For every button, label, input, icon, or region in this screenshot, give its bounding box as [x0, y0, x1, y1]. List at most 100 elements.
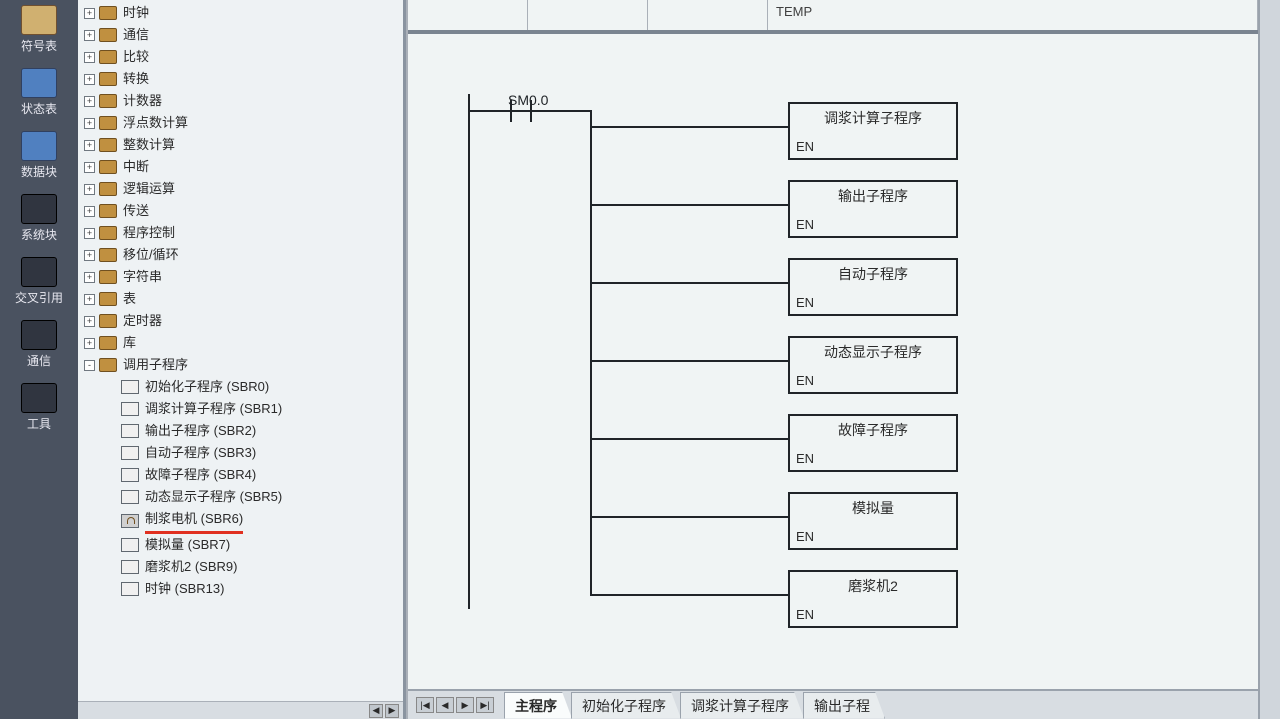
expand-icon[interactable]: +	[84, 74, 95, 85]
tree-item-1[interactable]: + 通信	[80, 24, 403, 46]
table-icon	[21, 5, 57, 35]
tab-nav-1[interactable]: ◀	[436, 697, 454, 713]
expand-icon[interactable]: +	[84, 206, 95, 217]
toolbar-btn-1[interactable]: 状态表	[9, 65, 69, 120]
toolbar-label: 状态表	[21, 100, 57, 117]
tree-label: 转换	[123, 68, 149, 90]
call-box-title: 自动子程序	[800, 264, 946, 284]
expand-icon[interactable]: +	[84, 8, 95, 19]
expand-icon[interactable]: +	[84, 184, 95, 195]
call-box-4[interactable]: 故障子程序EN	[788, 414, 958, 472]
expand-icon[interactable]: +	[84, 294, 95, 305]
tree-label: 通信	[123, 24, 149, 46]
tree-item-12[interactable]: + 字符串	[80, 266, 403, 288]
tree-item-26[interactable]: 时钟 (SBR13)	[80, 578, 403, 600]
var-col-blank1	[408, 0, 528, 30]
en-pin-label: EN	[796, 607, 814, 622]
tree-item-10[interactable]: +程序控制	[80, 222, 403, 244]
block-icon	[121, 380, 139, 394]
scroll-left-icon[interactable]: ◀	[369, 704, 383, 718]
folder-icon	[99, 6, 117, 20]
toolbar-btn-0[interactable]: 符号表	[9, 2, 69, 57]
pou-tab-0[interactable]: 主程序	[504, 692, 572, 719]
toolbar-btn-6[interactable]: 工具	[9, 380, 69, 435]
toolbar-btn-5[interactable]: 通信	[9, 317, 69, 372]
call-box-1[interactable]: 输出子程序EN	[788, 180, 958, 238]
call-box-6[interactable]: 磨浆机2EN	[788, 570, 958, 628]
tree-item-5[interactable]: +浮点数计算	[80, 112, 403, 134]
tree-item-2[interactable]: +比较	[80, 46, 403, 68]
instruction-tree[interactable]: +时钟+通信+比较+转换+计数器+浮点数计算+整数计算+中断+逻辑运算+传送+程…	[78, 0, 403, 701]
folder-icon	[99, 50, 117, 64]
tree-item-22[interactable]: 动态显示子程序 (SBR5)	[80, 486, 403, 508]
expand-icon[interactable]: +	[84, 96, 95, 107]
tree-item-7[interactable]: + 中断	[80, 156, 403, 178]
call-box-3[interactable]: 动态显示子程序EN	[788, 336, 958, 394]
expand-icon[interactable]: +	[84, 338, 95, 349]
tree-item-9[interactable]: +传送	[80, 200, 403, 222]
tab-nav-2[interactable]: ▶	[456, 697, 474, 713]
folder-icon	[99, 138, 117, 152]
tree-item-8[interactable]: +逻辑运算	[80, 178, 403, 200]
expand-icon[interactable]: +	[84, 228, 95, 239]
scroll-right-icon[interactable]: ▶	[385, 704, 399, 718]
tree-item-24[interactable]: 模拟量 (SBR7)	[80, 534, 403, 556]
tree-hscrollbar[interactable]: ◀ ▶	[78, 701, 403, 719]
expand-icon[interactable]: +	[84, 162, 95, 173]
tree-item-21[interactable]: 故障子程序 (SBR4)	[80, 464, 403, 486]
ladder-canvas[interactable]: SM0.0 调浆计算子程序EN输出子程序EN自动子程序EN动态显示子程序EN故障…	[408, 34, 1258, 689]
blue-icon	[21, 131, 57, 161]
tab-nav-3[interactable]: ▶|	[476, 697, 494, 713]
tree-item-0[interactable]: +时钟	[80, 2, 403, 24]
expand-icon[interactable]: +	[84, 250, 95, 261]
call-box-2[interactable]: 自动子程序 EN	[788, 258, 958, 316]
tree-item-6[interactable]: +整数计算	[80, 134, 403, 156]
expand-icon[interactable]: +	[84, 140, 95, 151]
tree-item-23[interactable]: 制浆电机 (SBR6)	[80, 508, 403, 534]
pou-tab-1[interactable]: 初始化子程序	[571, 692, 681, 719]
expand-icon[interactable]: +	[84, 272, 95, 283]
expand-icon[interactable]: +	[84, 118, 95, 129]
expand-icon[interactable]: -	[84, 360, 95, 371]
call-box-0[interactable]: 调浆计算子程序EN	[788, 102, 958, 160]
tree-item-4[interactable]: +计数器	[80, 90, 403, 112]
pou-tab-2[interactable]: 调浆计算子程序	[680, 692, 804, 719]
folder-icon	[99, 160, 117, 174]
branch-wire	[590, 282, 788, 284]
tree-item-11[interactable]: +移位/循环	[80, 244, 403, 266]
folder-icon	[99, 336, 117, 350]
en-pin-label: EN	[796, 295, 814, 310]
tree-item-14[interactable]: +定时器	[80, 310, 403, 332]
toolbar-label: 符号表	[21, 37, 57, 54]
block-icon	[121, 560, 139, 574]
tree-item-17[interactable]: 初始化子程序 (SBR0)	[80, 376, 403, 398]
tree-item-20[interactable]: 自动子程序 (SBR3)	[80, 442, 403, 464]
toolbar-btn-3[interactable]: 系统块	[9, 191, 69, 246]
tree-item-13[interactable]: +表	[80, 288, 403, 310]
tree-item-15[interactable]: +库	[80, 332, 403, 354]
expand-icon[interactable]: +	[84, 316, 95, 327]
tree-item-19[interactable]: 输出子程序 (SBR2)	[80, 420, 403, 442]
tree-item-18[interactable]: 调浆计算子程序 (SBR1)	[80, 398, 403, 420]
tab-nav-0[interactable]: |◀	[416, 697, 434, 713]
expand-icon[interactable]: +	[84, 30, 95, 41]
pou-tab-3[interactable]: 输出子程	[803, 692, 885, 719]
expand-icon[interactable]: +	[84, 52, 95, 63]
tree-label: 动态显示子程序 (SBR5)	[145, 486, 282, 508]
tree-label: 字符串	[123, 266, 162, 288]
folder-icon	[99, 292, 117, 306]
tree-label: 中断	[123, 156, 149, 178]
block-icon	[121, 490, 139, 504]
toolbar-btn-2[interactable]: 数据块	[9, 128, 69, 183]
toolbar-btn-4[interactable]: 交叉引用	[9, 254, 69, 309]
call-box-5[interactable]: 模拟量EN	[788, 492, 958, 550]
no-contact[interactable]	[470, 110, 590, 112]
tree-label: 时钟 (SBR13)	[145, 578, 224, 600]
lock-icon	[121, 514, 139, 528]
tree-label: 初始化子程序 (SBR0)	[145, 376, 269, 398]
tab-container: 主程序初始化子程序调浆计算子程序输出子程	[504, 692, 884, 719]
tree-item-3[interactable]: + 转换	[80, 68, 403, 90]
tree-item-16[interactable]: -调用子程序	[80, 354, 403, 376]
right-gutter	[1258, 0, 1280, 719]
tree-item-25[interactable]: 磨浆机2 (SBR9)	[80, 556, 403, 578]
